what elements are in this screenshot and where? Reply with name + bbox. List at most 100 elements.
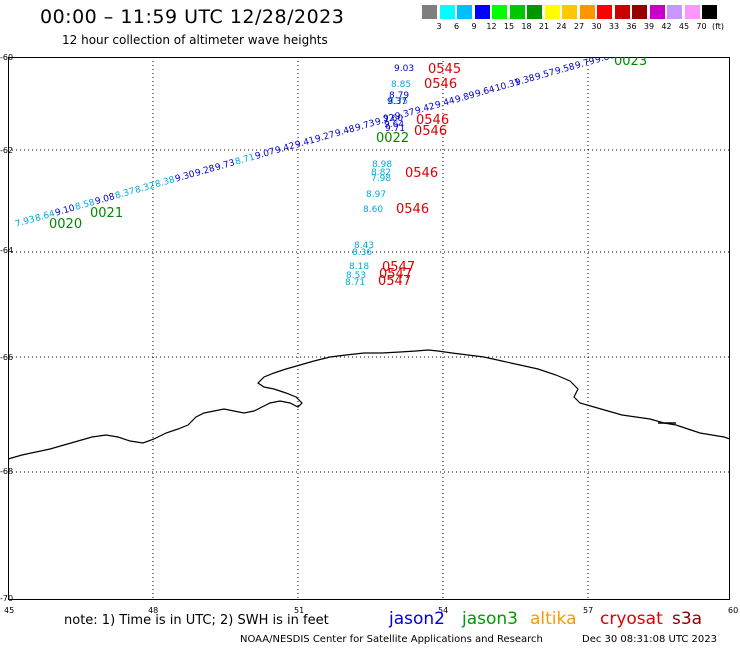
swh-value-label: 8.53 [346, 271, 366, 281]
color-scale-label: 45 [678, 22, 690, 31]
color-swatch [649, 5, 665, 19]
swh-value-label: 9.64 [474, 85, 496, 100]
swh-value-label: 9.07 [254, 147, 276, 162]
swh-value-label: 8.60 [363, 205, 383, 215]
color-scale-label: 21 [538, 22, 550, 31]
footnote: note: 1) Time is in UTC; 2) SWH is in fe… [64, 613, 329, 628]
swh-value-label: 9.28 [194, 164, 216, 179]
color-swatch [439, 5, 455, 19]
color-scale-label: 70 [696, 22, 707, 31]
swh-value-label: 9.37 [387, 97, 407, 107]
color-scale-label: 36 [626, 22, 637, 31]
color-scale-label: 6 [453, 22, 460, 31]
swh-value-label: 8.75 [388, 97, 408, 107]
swh-value-label: 9.57 [534, 68, 556, 83]
swh-value-label: 8.82 [371, 168, 391, 178]
swh-value-label: 9.71 [385, 124, 405, 134]
color-scale-label: 39 [643, 22, 655, 31]
credit-line: NOAA/NESDIS Center for Satellite Applica… [240, 634, 543, 645]
longitude-label: 60 [728, 606, 739, 615]
pass-time-label: 0547 [382, 260, 415, 275]
swh-value-label: 8.71 [234, 153, 256, 168]
swh-value-label: 7.98 [371, 174, 391, 184]
swh-value-label: 9.73 [214, 158, 236, 173]
legend-item-cryosat: cryosat [600, 609, 663, 629]
pass-time-label: 0547 [379, 267, 412, 282]
color-swatch [579, 5, 595, 19]
swh-value-label: 9.64 [384, 120, 404, 130]
color-swatch [457, 5, 472, 19]
longitude-label: 48 [148, 606, 159, 615]
swh-value-label: 8.18 [349, 262, 369, 272]
color-swatch [544, 5, 560, 19]
longitude-label: 54 [438, 606, 449, 615]
latitude-label: -68 [0, 467, 14, 476]
latitude-label: -62 [0, 146, 14, 155]
pass-time-label: 0022 [376, 131, 409, 146]
longitude-label: 51 [294, 606, 305, 615]
swh-value-label: 8.97 [366, 190, 386, 200]
swh-value-label: 8.85 [391, 80, 411, 90]
swh-value-label: 9.60 [383, 114, 403, 124]
swh-value-label: 8.43 [354, 241, 374, 251]
swh-value-label: 8.71 [345, 278, 365, 288]
pass-time-label: 0546 [416, 113, 449, 128]
color-scale-label: 15 [503, 22, 515, 31]
color-scale-label: 9 [471, 22, 477, 31]
color-scale-label: 24 [556, 22, 567, 31]
pass-time-label: 0021 [90, 206, 123, 221]
color-scale-label: 12 [486, 22, 497, 31]
pass-time-label: 0546 [424, 77, 457, 92]
pass-time-label: 0546 [414, 124, 447, 139]
pass-time-label: 0547 [378, 274, 411, 289]
latitude-label: -70 [0, 594, 14, 603]
swh-value-label: 8.36 [352, 248, 372, 258]
color-scale-label: 42 [661, 22, 672, 31]
swh-value-label: 9.80 [594, 57, 616, 66]
swh-value-label: 9.27 [314, 130, 336, 145]
pass-time-label: 0545 [428, 62, 461, 77]
color-swatch [527, 5, 542, 19]
swh-value-label: 9.79 [574, 57, 596, 72]
altimeter-map: 7.938.649.108.589.088.378.328.389.309.28… [8, 57, 730, 600]
swh-value-label: 9.30 [174, 169, 196, 184]
color-swatch [684, 5, 700, 19]
color-swatch [422, 5, 437, 19]
color-swatch [614, 5, 630, 19]
swh-value-label: 9.73 [354, 119, 376, 134]
latitude-label: -66 [0, 353, 14, 362]
swh-value-label: 9.38 [514, 73, 536, 88]
color-swatch [632, 5, 647, 19]
legend-item-altika: altika [530, 609, 577, 629]
swh-value-label: 8.37 [114, 186, 136, 201]
color-swatch [509, 5, 525, 19]
swh-value-label: 8.38 [154, 175, 176, 190]
swh-value-label: 9.42 [274, 141, 296, 156]
color-scale-label: 30 [591, 22, 602, 31]
swh-value-label: 9.44 [434, 96, 456, 111]
pass-time-label: 0023 [614, 57, 647, 69]
swh-value-label: 9.41 [294, 136, 316, 151]
color-swatch [474, 5, 490, 19]
latitude-label: -64 [0, 246, 14, 255]
color-swatch [667, 5, 682, 19]
color-swatch [702, 5, 717, 19]
color-swatch [597, 5, 612, 19]
legend-item-jason3: jason3 [462, 609, 518, 629]
generation-timestamp: Dec 30 08:31:08 UTC 2023 [582, 634, 717, 645]
swh-value-label: 8.79 [389, 91, 409, 101]
swh-value-label: 9.08 [94, 192, 116, 207]
color-scale-label: 33 [608, 22, 620, 31]
swh-value-label: 8.98 [372, 160, 392, 170]
legend-item-jason2: jason2 [389, 609, 445, 629]
color-scale-label: 18 [521, 22, 532, 31]
pass-time-label: 0546 [405, 166, 438, 181]
swh-value-label: 7.93 [14, 215, 36, 230]
color-swatch [562, 5, 577, 19]
latitude-label: -60 [0, 53, 14, 62]
pass-time-label: 0020 [49, 217, 82, 232]
swh-value-label: 9.48 [334, 124, 356, 139]
color-scale-label: 27 [573, 22, 585, 31]
color-scale-unit: (ft) [712, 22, 725, 31]
map-title: 00:00 – 11:59 UTC 12/28/2023 [40, 6, 345, 28]
